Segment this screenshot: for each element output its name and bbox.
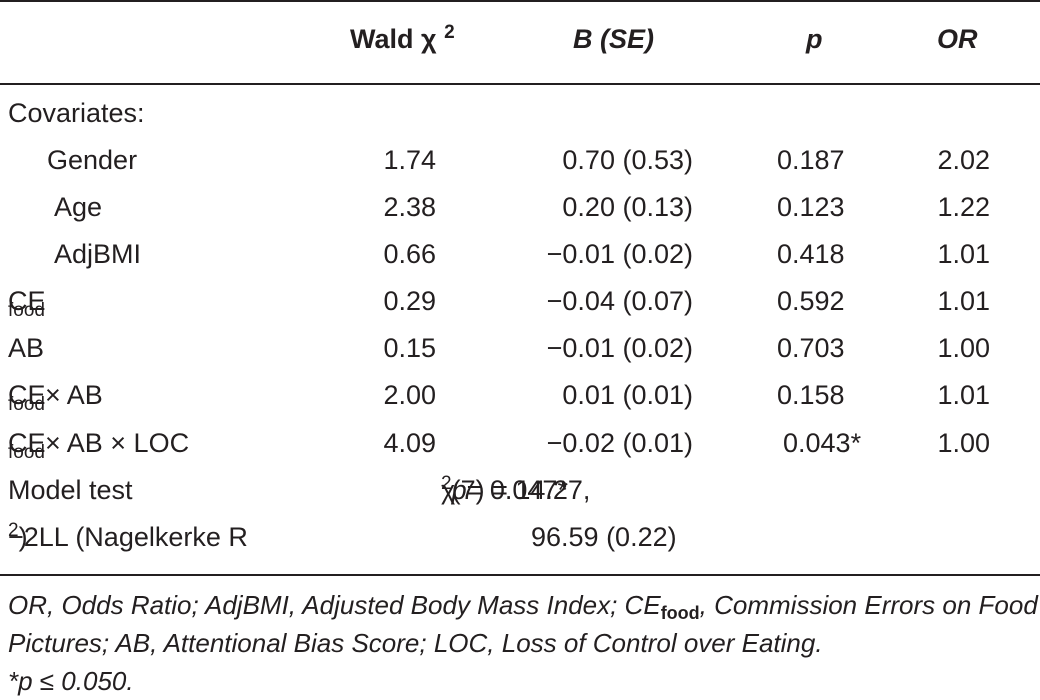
p-label: p	[451, 475, 467, 505]
bottom-rule	[0, 574, 1040, 576]
table-row: AdjBMI 0.66 −0.01 (0.02) 0.418 1.01	[0, 239, 1040, 285]
cell-p: 0.418	[777, 239, 845, 269]
top-rule	[0, 0, 1040, 2]
row-label: CE food × AB	[8, 380, 103, 414]
footnote-part2: , Commission Errors on Food Pictures; AB…	[8, 590, 1038, 658]
cell-p: 0.158	[777, 380, 845, 410]
cell-or: 1.22	[937, 192, 990, 222]
loglik-label-sup: 2	[8, 520, 19, 541]
chi-sup: 2	[441, 473, 452, 494]
row-label: CE food × AB × LOC	[8, 428, 189, 462]
loglik-label-text: −2LL (Nagelkerke R	[8, 522, 248, 552]
header-wald-sup: 2	[444, 22, 455, 43]
table-row: CE food × AB × LOC 4.09 −0.02 (0.01) 0.04…	[0, 428, 1040, 474]
row-label-rest: × AB	[44, 380, 103, 410]
loglik-row: −2LL (Nagelkerke R 2) 96.59 (0.22)	[0, 520, 1040, 568]
cell-or: 1.01	[937, 380, 990, 410]
p-value: = 0.047*	[466, 475, 568, 505]
cell-wald: 2.38	[383, 192, 436, 222]
table-row: Gender 1.74 0.70 (0.53) 0.187 2.02	[0, 145, 1040, 191]
cell-b-se: −0.02 (0.01)	[546, 428, 693, 458]
cell-b-se: 0.01 (0.01)	[562, 380, 693, 410]
cell-b-se: −0.04 (0.07)	[546, 286, 693, 316]
row-label-text: CE	[8, 380, 46, 410]
table-footnote: OR, Odds Ratio; AdjBMI, Adjusted Body Ma…	[8, 586, 1038, 700]
header-b-se: B (SE)	[573, 24, 654, 54]
cell-p: 0.703	[777, 333, 845, 363]
model-test-row: Model test χ 2 (7) = 14.27, p = 0.047*	[0, 473, 1040, 521]
footnote-part1: OR, Odds Ratio; AdjBMI, Adjusted Body Ma…	[8, 590, 661, 620]
section-label: Covariates:	[8, 98, 145, 128]
cell-wald: 1.74	[383, 145, 436, 175]
header-or: OR	[937, 24, 978, 54]
header-rule	[0, 83, 1040, 85]
row-label-text: CE	[8, 428, 46, 458]
model-test-value: χ 2 (7) = 14.27, p = 0.047*	[441, 473, 590, 506]
row-label-rest: × AB × LOC	[44, 428, 190, 458]
table-row: Age 2.38 0.20 (0.13) 0.123 1.22	[0, 192, 1040, 238]
cell-wald: 4.09	[383, 428, 436, 458]
loglik-label: −2LL (Nagelkerke R 2)	[8, 520, 248, 553]
row-label: AB	[8, 333, 45, 363]
cell-b-se: −0.01 (0.02)	[546, 239, 693, 269]
loglik-label-end: )	[18, 522, 28, 552]
cell-or: 1.00	[937, 428, 990, 458]
cell-wald: 0.66	[383, 239, 436, 269]
table-row: AB 0.15 −0.01 (0.02) 0.703 1.00	[0, 333, 1040, 379]
footnote-significance: *p ≤ 0.050.	[8, 666, 134, 696]
row-label-sub: food	[8, 442, 45, 463]
table-row: CE food 0.29 −0.04 (0.07) 0.592 1.01	[0, 286, 1040, 332]
cell-or: 1.01	[937, 286, 990, 316]
cell-or: 1.00	[937, 333, 990, 363]
header-p: p	[806, 24, 823, 54]
chi-symbol: χ	[441, 475, 456, 505]
cell-b-se: 0.70 (0.53)	[562, 145, 693, 175]
table-row: CE food × AB 2.00 0.01 (0.01) 0.158 1.01	[0, 380, 1040, 426]
cell-p: 0.043*	[783, 428, 862, 458]
cell-p: 0.123	[777, 192, 845, 222]
row-label: AdjBMI	[54, 239, 142, 269]
chi-stat: (7) = 14.27,	[451, 475, 591, 505]
cell-or: 2.02	[937, 145, 990, 175]
loglik-value: 96.59 (0.22)	[531, 522, 677, 552]
section-row: Covariates:	[0, 98, 1040, 144]
row-label: Age	[54, 192, 103, 222]
model-test-label: Model test	[8, 475, 133, 505]
header-wald: Wald χ 2	[350, 22, 455, 55]
cell-p: 0.592	[777, 286, 845, 316]
cell-p: 0.187	[777, 145, 845, 175]
cell-or: 1.01	[937, 239, 990, 269]
header-wald-text: Wald χ	[350, 24, 437, 54]
cell-wald: 2.00	[383, 380, 436, 410]
row-label-text: CE	[8, 286, 46, 316]
row-label: CE food	[8, 286, 46, 320]
row-label-sub: food	[8, 300, 45, 321]
cell-b-se: −0.01 (0.02)	[546, 333, 693, 363]
row-label: Gender	[47, 145, 138, 175]
row-label-sub: food	[8, 394, 45, 415]
footnote-sub: food	[660, 603, 700, 623]
cell-b-se: 0.20 (0.13)	[562, 192, 693, 222]
cell-wald: 0.15	[383, 333, 436, 363]
cell-wald: 0.29	[383, 286, 436, 316]
